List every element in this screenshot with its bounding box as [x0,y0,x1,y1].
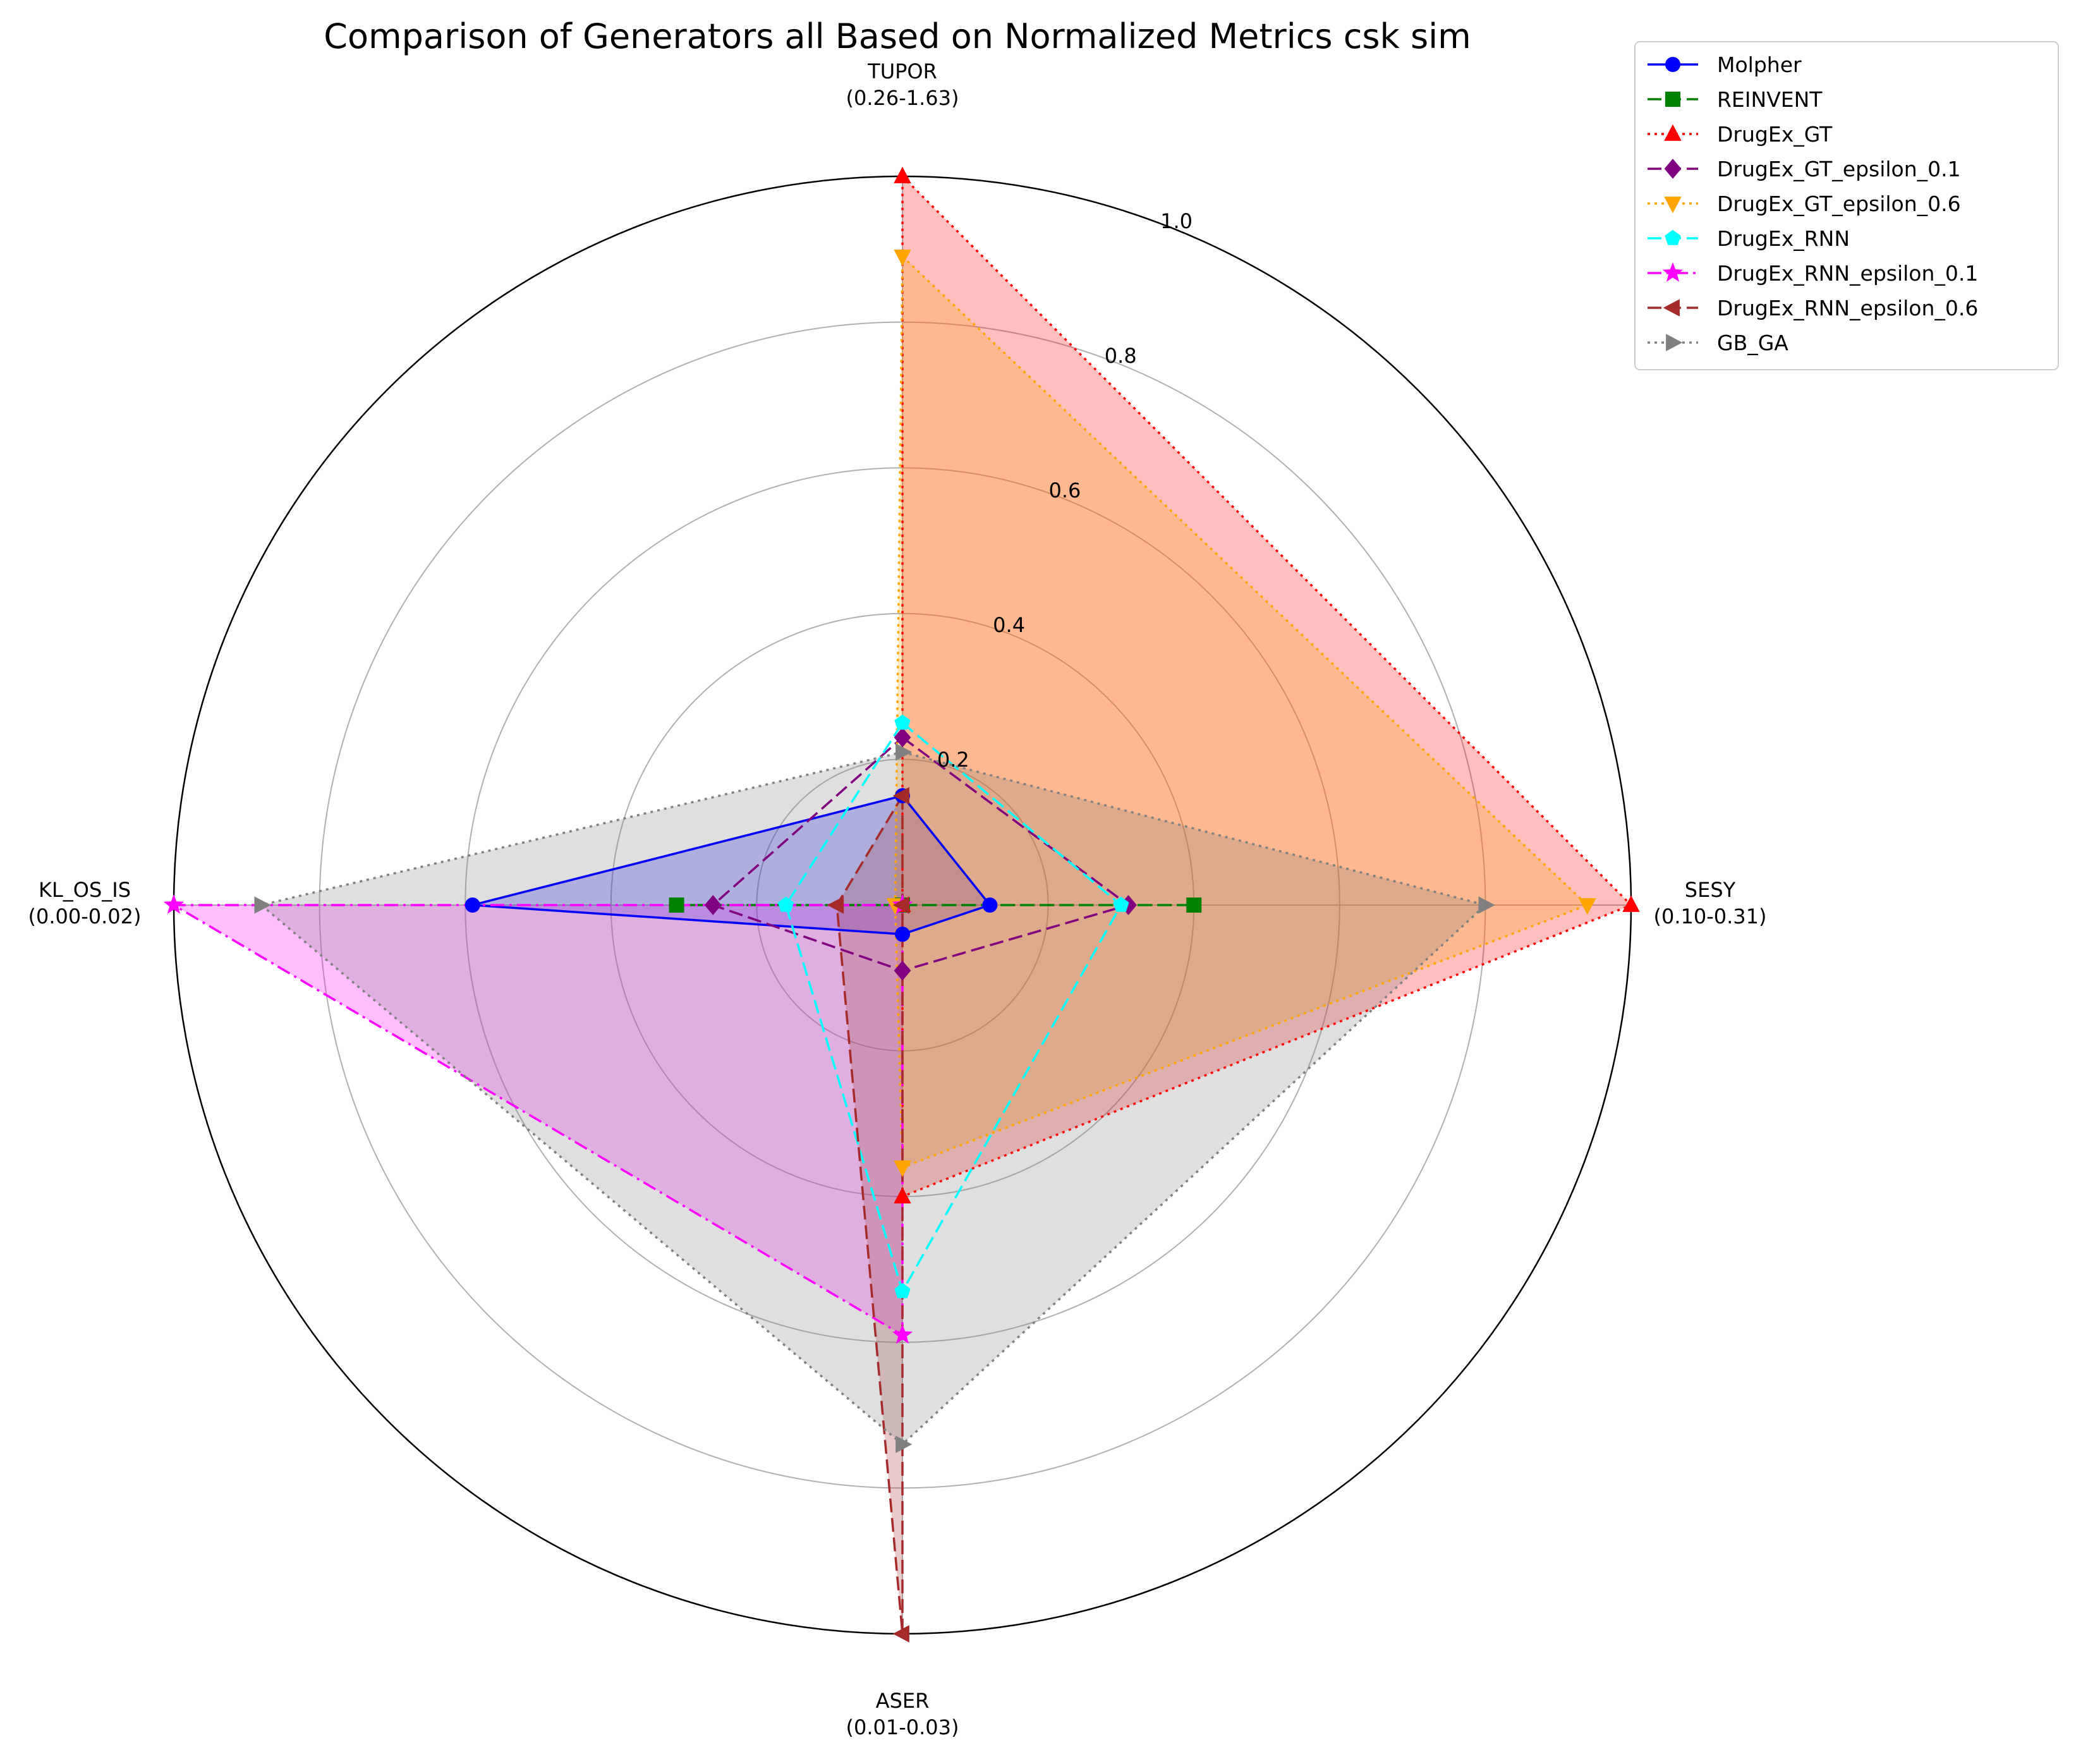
data-point [894,727,911,748]
data-point [1622,895,1640,912]
data-point [1186,897,1202,913]
data-point [892,896,909,914]
data-point [1664,197,1682,214]
data-point [894,1282,911,1298]
series-line-GB_GA [260,751,1487,1445]
data-point [1666,334,1683,351]
data-point [1478,896,1495,914]
series-fill-DrugEx_GT_epsilon_0.6 [895,256,1587,1168]
data-point [1662,262,1684,282]
data-point [894,166,911,183]
data-point [1665,57,1680,72]
legend-entry: DrugEx_RNN_epsilon_0.1 [1717,261,1978,286]
data-point [669,897,684,913]
data-point [894,249,911,267]
data-point [895,743,913,761]
series-fill-Molpher [472,796,990,935]
radial-tick-labels: 0.2 0.4 0.6 0.8 1.0 [937,209,1193,772]
legend-entry: DrugEx_GT [1717,122,1833,147]
data-point [1113,896,1129,912]
axis-labels: TUPOR (0.26-1.63) SESY(0.10-0.31) ASER(0.01… [28,59,1766,1739]
axis-range-label: (0.01-0.03) [846,1715,959,1739]
axis-range-label: (0.00-0.02) [28,904,141,928]
radial-tick-label: 1.0 [1160,209,1193,233]
legend-entry: Molpher [1717,52,1802,77]
data-point [1579,898,1596,915]
data-point [1665,229,1681,245]
legend-entry: GB_GA [1717,331,1788,355]
axis-range-label: (0.26-1.63) [846,86,959,110]
radial-tick-label: 0.4 [993,613,1025,637]
data-point [892,787,909,805]
series-fill-DrugEx_RNN_epsilon_0.6 [837,796,902,1634]
chart-title: Comparison of Generators all Based on No… [324,16,1471,56]
series-line-DrugEx_RNN_epsilon_0.6 [835,794,904,1635]
data-point [254,896,271,914]
legend-box [1634,41,2059,370]
axis-range-label: (0.10-0.31) [1653,904,1766,928]
data-point [1664,159,1682,179]
data-point [894,1186,911,1204]
data-point [1664,124,1682,141]
series-fill-GB_GA [261,751,1486,1445]
radial-tick-label: 0.6 [1048,478,1081,502]
legend-entry: DrugEx_GT_epsilon_0.6 [1717,192,1961,216]
axis-label-SESY: SESY [1685,878,1736,902]
data-point [892,1625,909,1643]
legend-entry: DrugEx_GT_epsilon_0.1 [1717,157,1961,181]
series-fill-DrugEx_GT [902,176,1631,1197]
data-point [777,896,794,912]
axis-label-KL_OS_IS: KL_OS_IS [39,878,131,902]
radial-tick-label: 0.2 [937,748,969,772]
data-point [982,897,998,913]
axis-label-ASER: ASER [876,1689,930,1713]
legend: Molpher REINVENT DrugEx_GT DrugEx_GT_epsilo… [1634,41,2059,370]
data-point [827,896,844,914]
legend-entry: DrugEx_RNN_epsilon_0.6 [1717,296,1978,320]
legend-entry: REINVENT [1717,87,1823,112]
data-point [704,895,722,915]
data-point [895,1435,913,1453]
data-point [894,960,911,981]
axis-label-TUPOR: TUPOR [867,59,937,83]
data-point [895,927,910,942]
data-point [1665,92,1680,107]
data-point [894,714,911,730]
data-point [892,1324,913,1344]
legend-entry: DrugEx_RNN [1717,226,1850,251]
data-point [464,897,480,913]
series-markers [163,166,1640,1643]
data-point [894,1160,911,1177]
data-point [1663,299,1680,317]
radial-tick-label: 0.8 [1105,344,1137,368]
data-point [163,894,185,914]
